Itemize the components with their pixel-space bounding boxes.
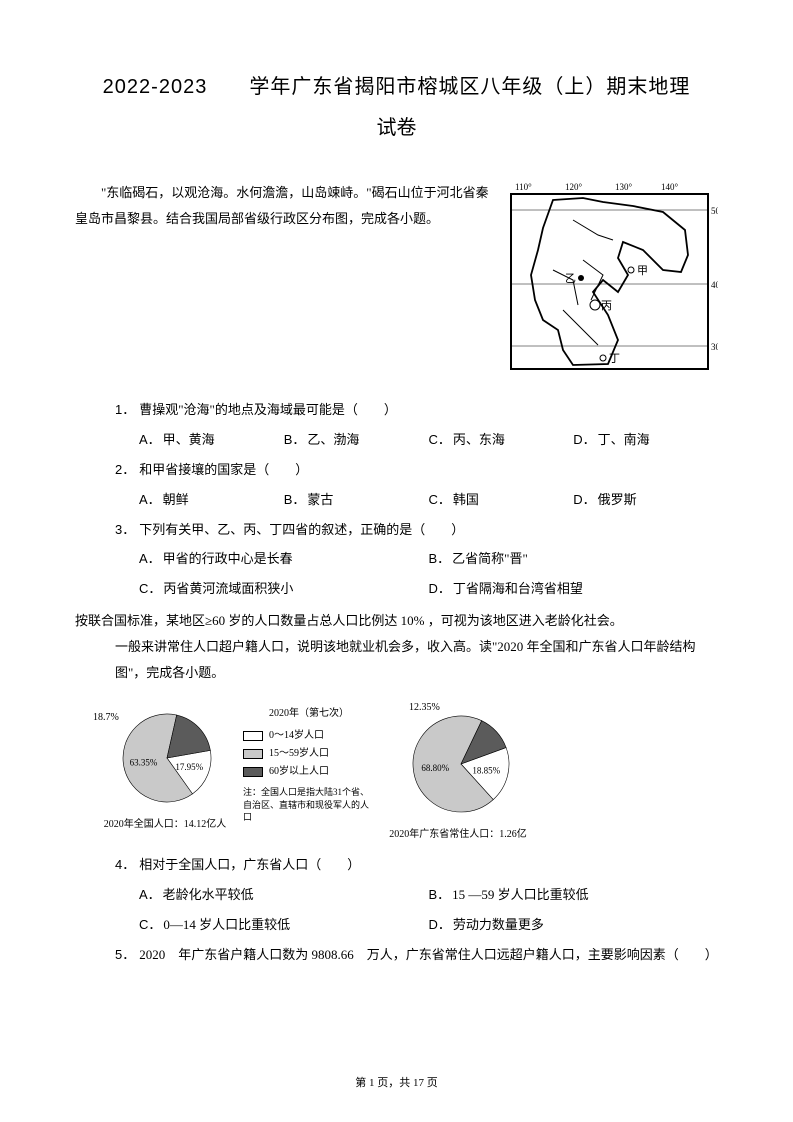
svg-text:63.35%: 63.35% [130, 758, 158, 768]
page-title-line1: 2022-2023 学年广东省揭阳市榕城区八年级（上）期末地理 [75, 70, 718, 99]
question-4: 4．相对于全国人口，广东省人口（ ） [115, 850, 718, 880]
pie-chart-guangdong: 12.35% 18.85%68.80% 2020年广东省常住人口：1.26亿 [383, 706, 533, 840]
svg-text:140°: 140° [661, 182, 679, 192]
page-title-line2: 试卷 [75, 111, 718, 140]
intro-paragraph-2: 按联合国标准，某地区≥60 岁的人口数量占总人口比例达 10% ，可视为该地区进… [115, 608, 718, 686]
svg-text:30°: 30° [711, 342, 718, 352]
question-4-options: A．老龄化水平较低 B．15 —59 岁人口比重较低 C．0—14 岁人口比重较… [139, 880, 718, 940]
map-figure: 110° 120° 130° 140° 50° 40° 30° 甲 乙 丙 丁 [503, 180, 718, 375]
question-1: 1．曹操观"沧海"的地点及海域最可能是（ ） [115, 395, 718, 425]
question-3: 3．下列有关甲、乙、丙、丁四省的叙述，正确的是（ ） [115, 515, 718, 545]
question-1-options: A．甲、黄海 B．乙、渤海 C．丙、东海 D．丁、南海 [139, 425, 718, 455]
page-footer: 第 1 页，共 17 页 [0, 1074, 793, 1090]
question-3-options: A．甲省的行政中心是长春 B．乙省简称"晋" C．丙省黄河流域面积狭小 D．丁省… [139, 544, 718, 604]
question-2: 2．和甲省接壤的国家是（ ） [115, 455, 718, 485]
svg-text:40°: 40° [711, 280, 718, 290]
svg-text:18.85%: 18.85% [472, 765, 500, 775]
question-5: 5．2020 年广东省户籍人口数为 9808.66 万人，广东省常住人口远超户籍… [115, 940, 718, 970]
pie-chart-national: 18.7% 17.95%63.35% 2020年全国人口：14.12亿人 [95, 706, 235, 830]
svg-text:50°: 50° [711, 206, 718, 216]
svg-text:乙: 乙 [565, 272, 576, 285]
intro-paragraph-1: "东临碣石，以观沧海。水何澹澹，山岛竦峙。"碣石山位于河北省秦皇岛市昌黎县。结合… [75, 180, 491, 375]
svg-text:68.80%: 68.80% [421, 763, 449, 773]
svg-text:110°: 110° [515, 182, 532, 192]
question-2-options: A．朝鲜 B．蒙古 C．韩国 D．俄罗斯 [139, 485, 718, 515]
svg-text:17.95%: 17.95% [175, 762, 203, 772]
svg-text:丁: 丁 [609, 353, 620, 365]
chart-legend: 2020年（第七次） 0～14岁人口15～59岁人口60岁以上人口 注：全国人口… [243, 706, 375, 824]
svg-text:丙: 丙 [601, 300, 612, 312]
svg-text:120°: 120° [565, 182, 583, 192]
svg-text:130°: 130° [615, 182, 633, 192]
svg-text:甲: 甲 [637, 265, 648, 277]
